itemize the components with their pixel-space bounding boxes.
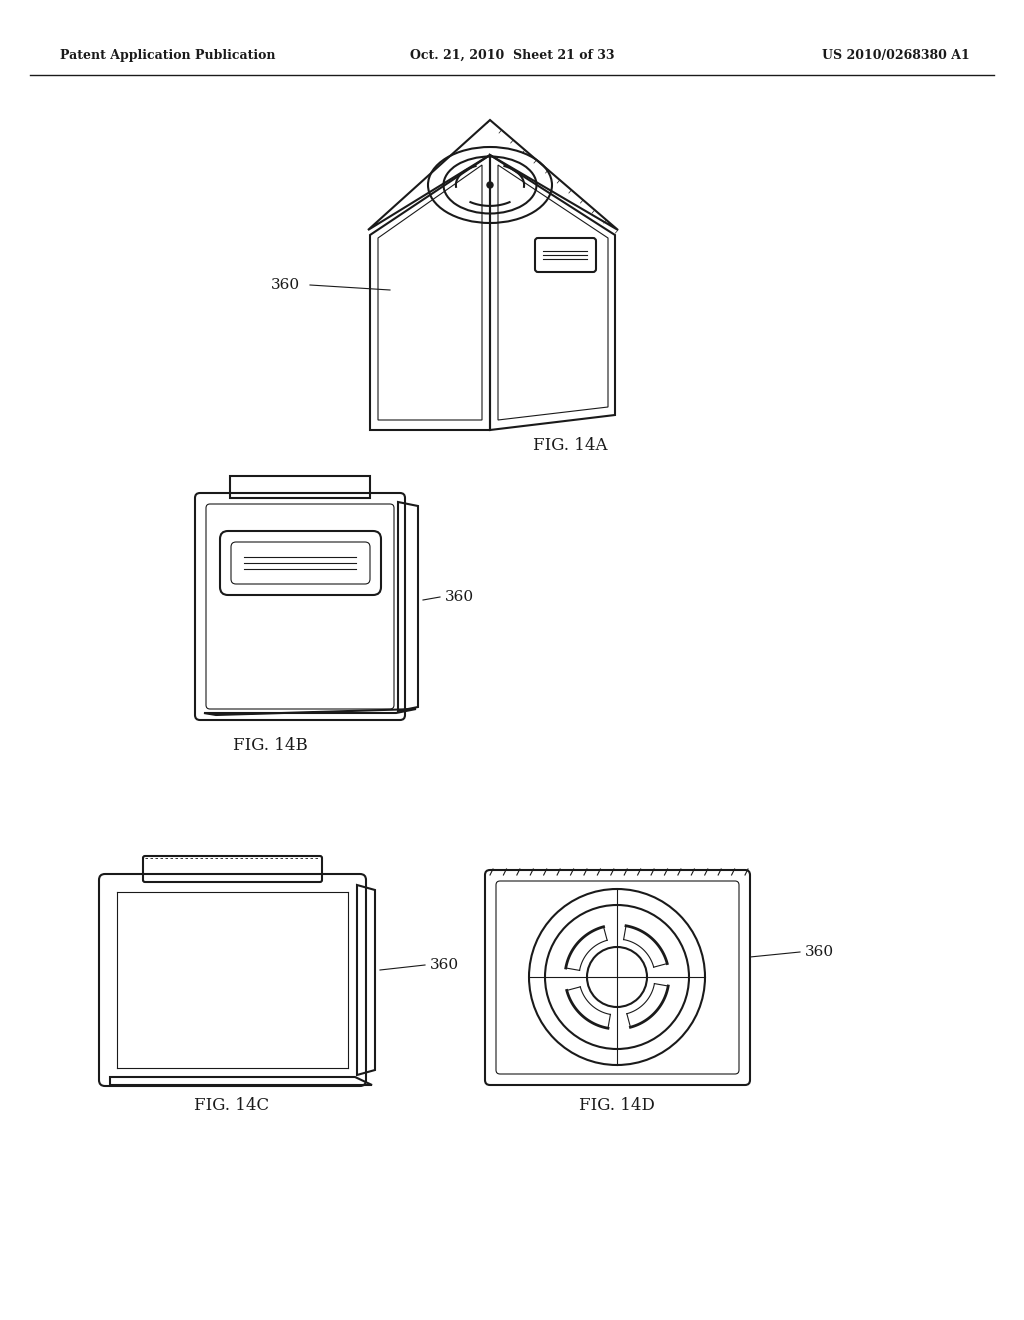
Text: 360: 360 — [430, 958, 459, 972]
Text: US 2010/0268380 A1: US 2010/0268380 A1 — [822, 49, 970, 62]
Text: Patent Application Publication: Patent Application Publication — [60, 49, 275, 62]
Text: FIG. 14A: FIG. 14A — [532, 437, 607, 454]
Text: 360: 360 — [805, 945, 835, 960]
Text: FIG. 14D: FIG. 14D — [579, 1097, 655, 1114]
Bar — [230, 477, 370, 498]
Text: FIG. 14C: FIG. 14C — [195, 1097, 269, 1114]
Text: Oct. 21, 2010  Sheet 21 of 33: Oct. 21, 2010 Sheet 21 of 33 — [410, 49, 614, 62]
Text: 360: 360 — [271, 279, 300, 292]
Text: 360: 360 — [445, 590, 474, 605]
Text: FIG. 14B: FIG. 14B — [232, 737, 307, 754]
Circle shape — [487, 182, 493, 187]
